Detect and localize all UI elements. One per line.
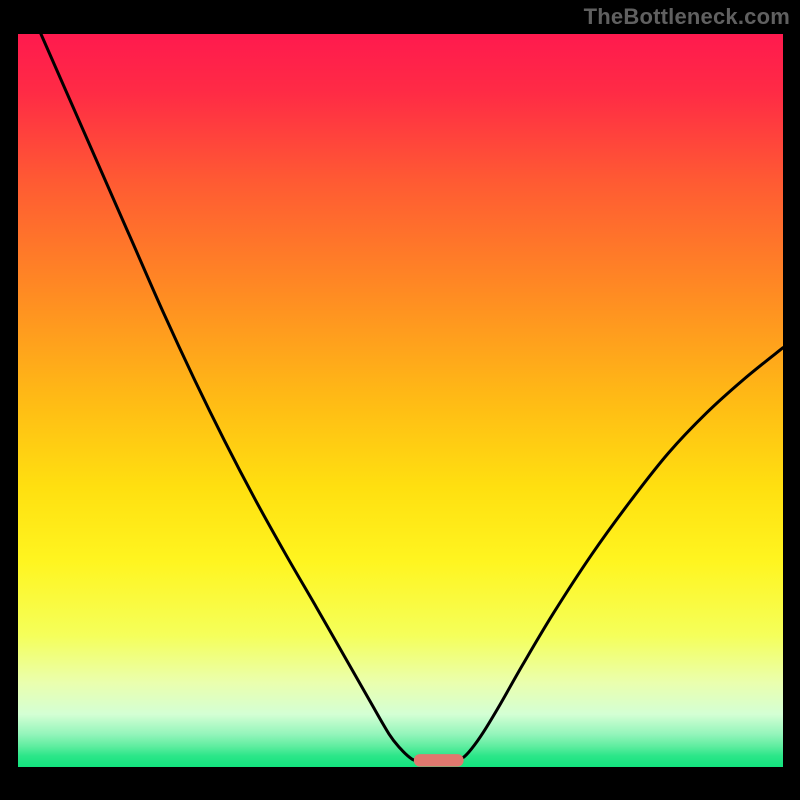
gradient-background — [18, 34, 783, 767]
plot-svg — [18, 34, 783, 767]
plot-area — [18, 34, 783, 767]
chart-container: TheBottleneck.com — [0, 0, 800, 800]
watermark-label: TheBottleneck.com — [584, 4, 790, 30]
optimal-range-marker — [414, 754, 464, 766]
